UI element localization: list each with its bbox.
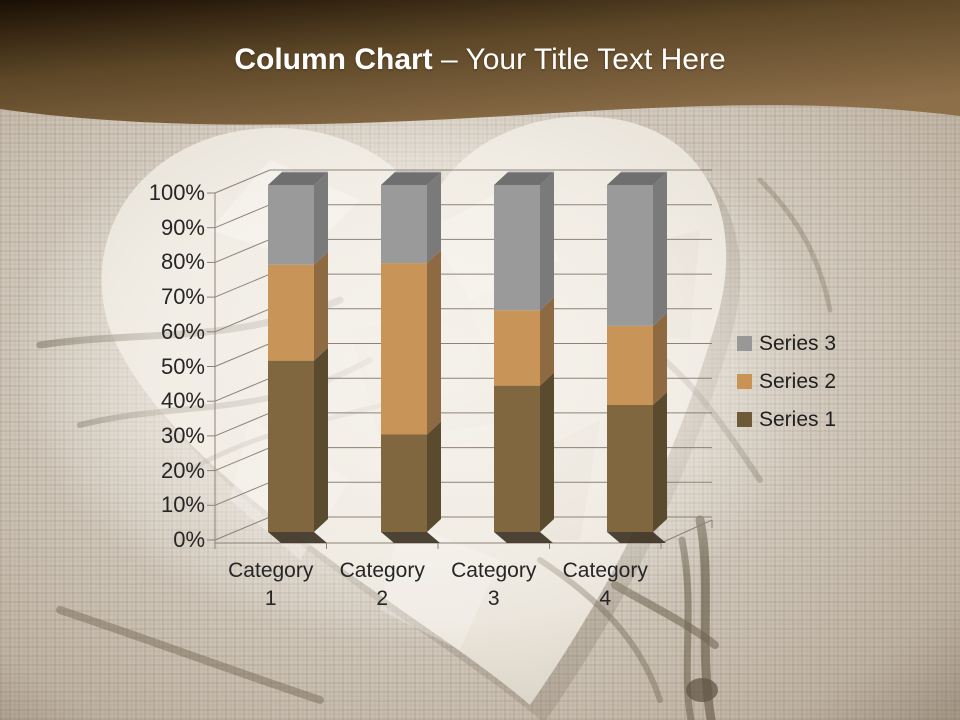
legend-item: Series 2 (737, 369, 836, 394)
legend-label: Series 2 (759, 369, 837, 393)
bar-3-series1-side (540, 372, 554, 532)
bar-4-bottom-shadow (607, 532, 666, 543)
bar-4-series3-front (607, 185, 653, 326)
bar-1-bottom-shadow (268, 532, 327, 543)
y-tick-label: 90% (160, 214, 205, 240)
y-tick-label: 80% (160, 249, 205, 275)
gridline-diagonal (214, 412, 271, 437)
y-tick-label: 40% (160, 388, 205, 414)
bar-3-series2-front (494, 310, 540, 386)
y-tick-label: 60% (160, 318, 205, 344)
bar-4-series2-side (653, 312, 667, 405)
y-tick-label: 20% (160, 457, 205, 483)
bar-2-series2-front (381, 263, 427, 435)
gridline-diagonal (214, 308, 271, 333)
bar-2-series1-front (381, 434, 427, 532)
gridline-diagonal (214, 481, 271, 506)
legend-swatch (737, 336, 752, 351)
bar-4-series1-front (607, 404, 653, 532)
y-tick-label: 0% (173, 527, 205, 552)
bar-2-series1-side (427, 421, 441, 532)
gridline-diagonal (214, 447, 271, 472)
chart-legend: Series 3 Series 2 Series 1 (737, 331, 836, 432)
bar-1-series2-front (268, 264, 314, 361)
bar-3-series3-front (494, 185, 540, 311)
gridline-diagonal (214, 169, 271, 194)
gridline-diagonal (214, 377, 271, 402)
gridline-diagonal (214, 343, 271, 367)
y-tick-label: 50% (160, 353, 205, 379)
bar-2-series3-front (381, 185, 427, 264)
bar-2-bottom-shadow (381, 532, 440, 543)
bar-4-series1-side (653, 391, 667, 532)
gridline-diagonal (214, 204, 271, 229)
legend-item: Series 3 (737, 331, 836, 356)
gridline-diagonal (214, 238, 271, 263)
legend-swatch (737, 412, 752, 427)
bar-3-series3-side (540, 172, 554, 311)
bar-1-series3-front (268, 185, 314, 265)
bar-4-top-face (607, 172, 667, 185)
floor-right-edge (660, 519, 713, 544)
y-tick-label: 30% (160, 422, 205, 448)
bar-3-bottom-shadow (494, 532, 553, 543)
legend-swatch (737, 374, 752, 389)
category-label: Category 2 (339, 559, 425, 610)
y-tick-label: 10% (160, 492, 205, 518)
gridline-diagonal (214, 516, 271, 541)
bar-3-top-face (494, 172, 554, 185)
bar-4-series2-front (607, 325, 653, 405)
bar-1-top-face (268, 172, 328, 185)
legend-label: Series 1 (759, 407, 837, 431)
y-tick-label: 100% (148, 180, 205, 205)
header-wave-shape (0, 0, 960, 125)
legend-label: Series 3 (759, 331, 837, 355)
bar-2-series3-side (427, 172, 441, 264)
bar-4-series3-side (653, 172, 667, 326)
bar-1-series2-side (314, 251, 328, 361)
bar-3-series2-side (540, 297, 554, 386)
bar-1-series3-side (314, 172, 328, 265)
header-band (0, 0, 960, 125)
title-rest-text: – Your Title Text Here (441, 43, 726, 76)
bar-3-series1-front (494, 385, 540, 532)
bar-2-series2-side (427, 250, 441, 435)
bar-1-series1-front (268, 360, 314, 532)
category-label: Category 4 (562, 559, 648, 610)
bar-1-series1-side (314, 347, 328, 532)
slide-title: Column Chart – Your Title Text Here (0, 42, 960, 78)
category-label: Category 3 (451, 559, 537, 610)
title-bold-text: Column Chart (234, 43, 433, 76)
legend-item: Series 1 (737, 407, 836, 432)
y-tick-label: 70% (160, 284, 205, 310)
category-label: Category 1 (228, 559, 314, 610)
bar-2-top-face (381, 172, 441, 185)
gridline-diagonal (214, 273, 271, 298)
